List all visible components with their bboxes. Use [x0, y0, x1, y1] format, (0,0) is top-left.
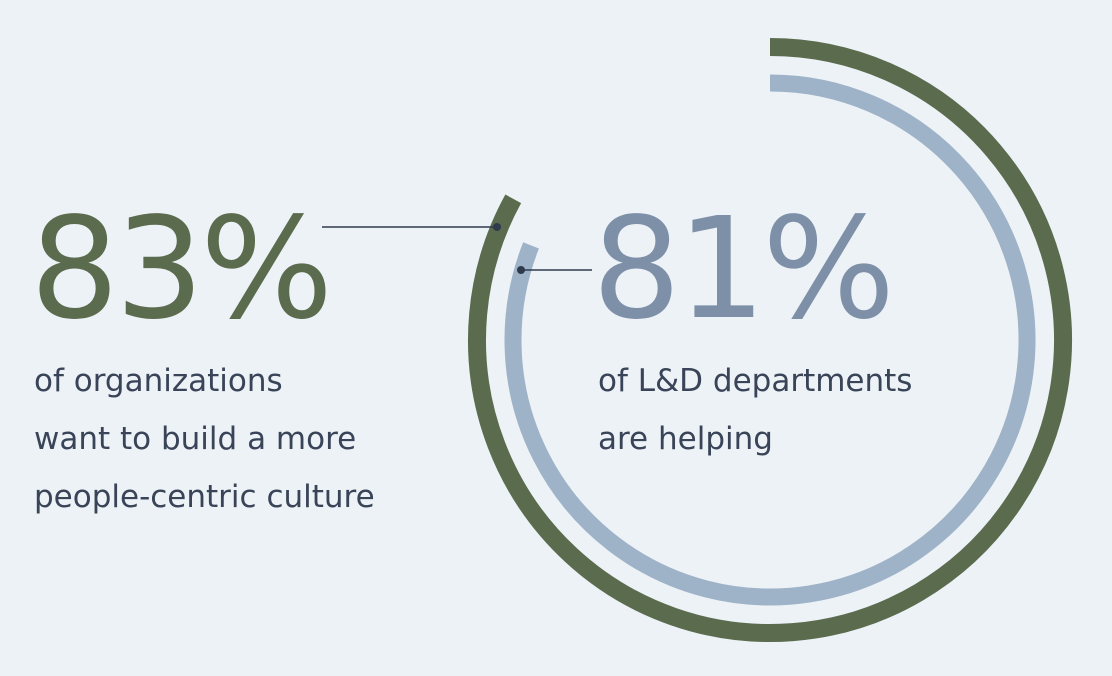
- stat-organizations-description: of organizations want to build a more pe…: [34, 363, 375, 515]
- leader-dot-organizations: [493, 223, 501, 231]
- ring-arc-ld-departments: [504, 74, 1036, 606]
- stat-ld-departments-description: of L&D departments are helping: [598, 363, 913, 457]
- ring-arc-organizations: [468, 38, 1072, 642]
- stat-organizations-value: 83%: [30, 188, 333, 351]
- leader-dot-ld-departments: [517, 266, 525, 274]
- stat-ld-departments-value: 81%: [592, 188, 895, 351]
